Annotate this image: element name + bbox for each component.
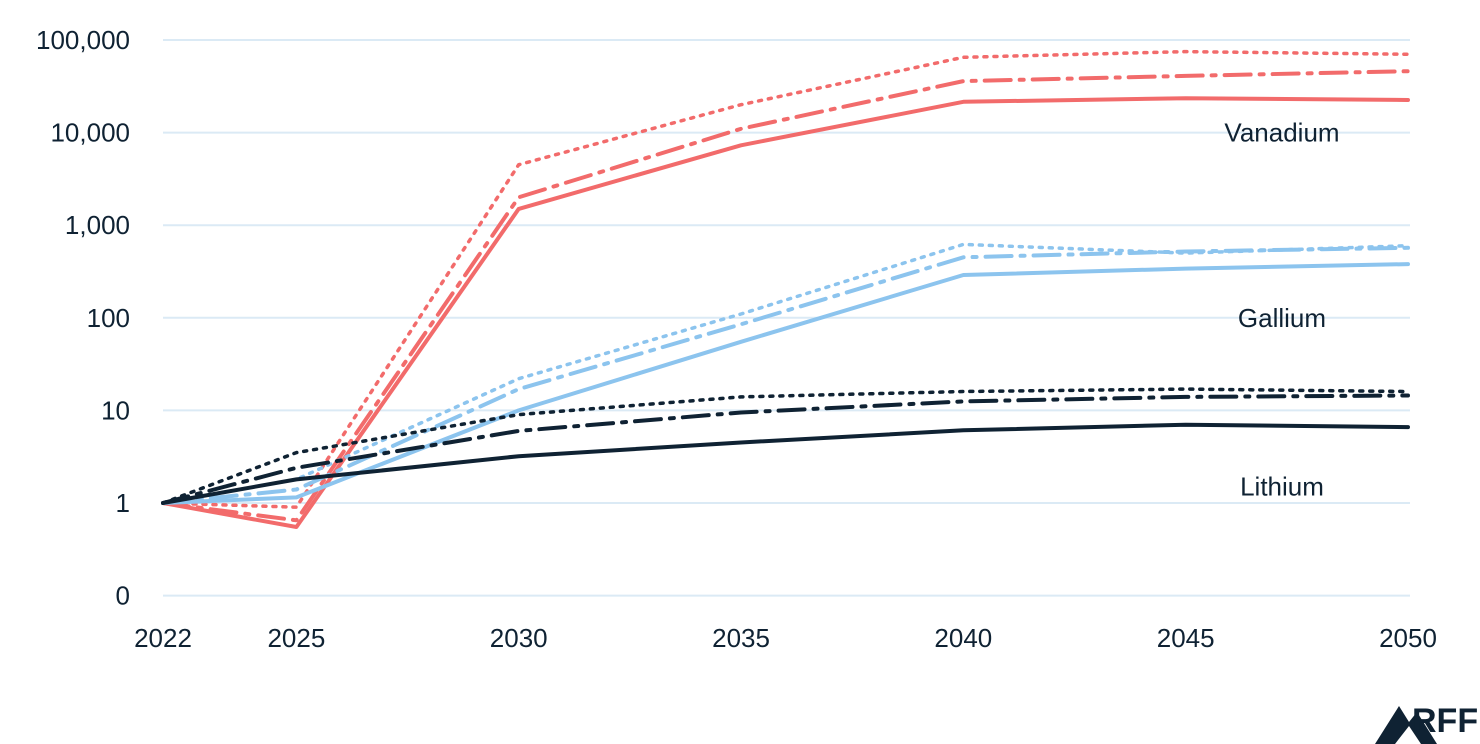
- rff-logo-text: RFF: [1412, 702, 1479, 740]
- series-line-gallium-solid: [161, 262, 1410, 505]
- series-line-gallium-dashdot: [161, 245, 1410, 505]
- x-tick-label: 2045: [1157, 623, 1215, 653]
- y-tick-label: 100: [87, 303, 130, 333]
- x-tick-label: 2022: [134, 623, 192, 653]
- x-tick-label: 2040: [934, 623, 992, 653]
- series-line-vanadium-dashdot: [161, 69, 1410, 523]
- series-line-gallium-dotted: [161, 242, 1410, 505]
- series-line-lithium-dashdot: [161, 393, 1410, 505]
- x-tick-label: 2050: [1379, 623, 1437, 653]
- x-tick-label: 2030: [490, 623, 548, 653]
- y-tick-label: 0: [116, 581, 130, 611]
- y-tick-label: 1,000: [65, 210, 130, 240]
- y-tick-label: 1: [116, 488, 130, 518]
- series-line-vanadium-dotted: [161, 49, 1410, 509]
- series-label-gallium: Gallium: [1238, 303, 1326, 333]
- series-label-lithium: Lithium: [1240, 472, 1324, 502]
- x-tick-label: 2035: [712, 623, 770, 653]
- series-label-vanadium: Vanadium: [1224, 118, 1339, 148]
- x-tick-label: 2025: [267, 623, 325, 653]
- series-line-lithium-solid: [161, 422, 1410, 505]
- rff-mountain-icon: [1375, 706, 1437, 744]
- series-line-vanadium-solid: [161, 96, 1410, 529]
- y-tick-label: 100,000: [36, 25, 130, 55]
- series-line-lithium-dotted: [161, 387, 1410, 505]
- y-tick-label: 10: [101, 395, 130, 425]
- y-tick-label: 10,000: [50, 118, 130, 148]
